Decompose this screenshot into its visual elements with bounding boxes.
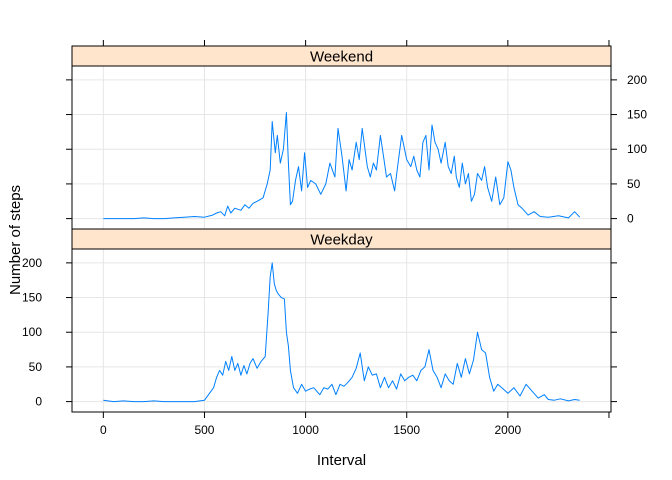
series-line-weekend: [103, 112, 581, 220]
panel-weekday-frame: [71, 248, 612, 413]
y-tick-label-weekday-1: 50: [29, 360, 43, 374]
panel-weekend-strip: [71, 45, 612, 67]
y-axis-title: Number of steps: [7, 185, 24, 295]
series-line-weekday: [103, 262, 580, 403]
panel-weekday: Weekday: [71, 228, 612, 413]
panel-weekend-grid: [72, 66, 611, 229]
x-tick-label-1: 500: [194, 423, 214, 437]
y-tick-label-weekday-0: 0: [35, 395, 42, 409]
y-tick-label-weekend-4: 200: [627, 73, 647, 87]
y-tick-label-weekday-3: 150: [22, 291, 42, 305]
panel-weekend-strip-label: Weekend: [310, 49, 373, 66]
y-tick-label-weekday-4: 200: [22, 256, 42, 270]
x-axis-title: Interval: [317, 452, 366, 469]
x-tick-label-2: 1000: [292, 423, 319, 437]
panel-weekday-strip-label: Weekday: [310, 232, 373, 249]
x-tick-label-4: 2000: [495, 423, 522, 437]
panel-weekday-strip: [71, 228, 612, 250]
y-tick-label-weekend-1: 50: [627, 177, 641, 191]
y-tick-label-weekday-2: 100: [22, 325, 42, 339]
y-tick-label-weekend-0: 0: [627, 212, 634, 226]
panel-weekend-frame: [71, 65, 612, 230]
panel-weekday-grid: [72, 249, 611, 412]
y-tick-label-weekend-2: 100: [627, 142, 647, 156]
panel-weekend: Weekend: [71, 45, 612, 230]
x-tick-label-3: 1500: [393, 423, 420, 437]
x-tick-label-0: 0: [100, 423, 107, 437]
y-tick-label-weekend-3: 150: [627, 108, 647, 122]
